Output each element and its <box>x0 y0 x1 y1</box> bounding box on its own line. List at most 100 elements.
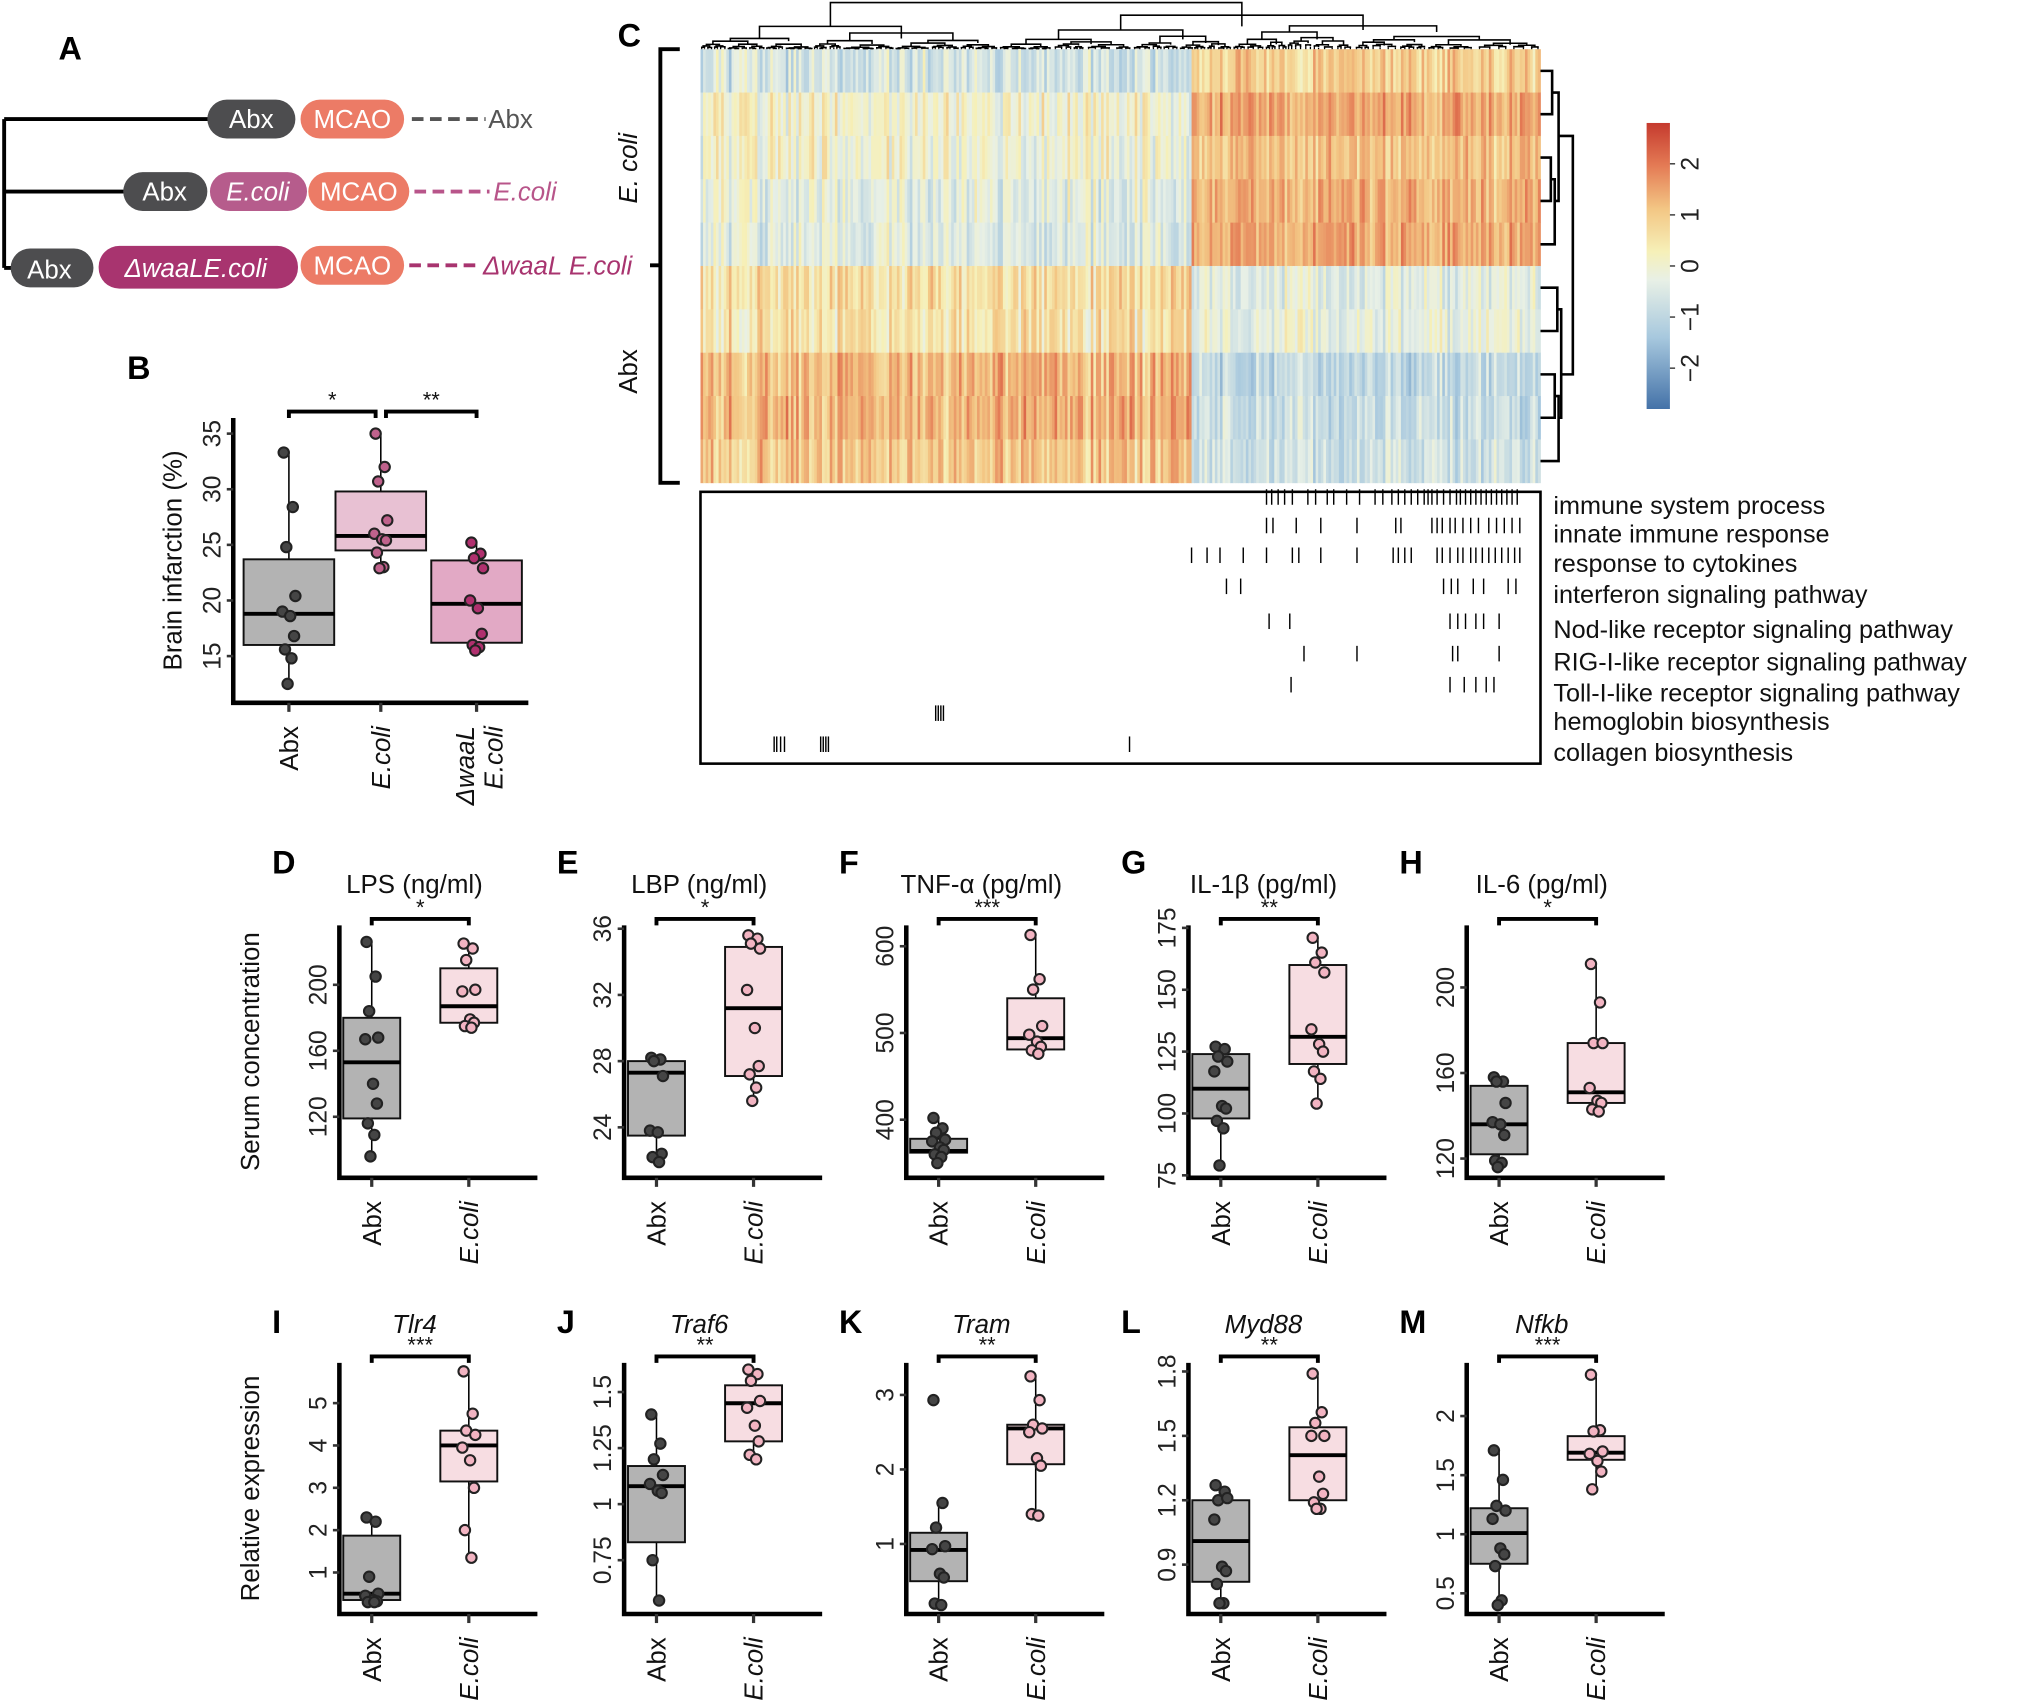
heatmap-cell <box>1284 135 1288 180</box>
heatmap-cell <box>1434 309 1438 354</box>
heatmap-cell <box>1527 265 1531 310</box>
heatmap-cell <box>1359 352 1363 397</box>
heatmap-cell <box>1243 439 1247 484</box>
heatmap-cell <box>1382 265 1386 310</box>
heatmap-cell <box>1240 309 1244 354</box>
heatmap-cell <box>1033 309 1037 354</box>
heatmap-cell <box>1413 265 1417 310</box>
heatmap-cell <box>840 49 844 93</box>
heatmap-cell <box>1537 309 1541 354</box>
heatmap-cell <box>1416 222 1420 267</box>
heatmap-cell <box>958 135 962 180</box>
heatmap-cell <box>1266 265 1270 310</box>
heatmap-cell <box>1323 222 1327 267</box>
heatmap-cell <box>1077 396 1081 440</box>
heatmap-cell <box>920 309 924 354</box>
heatmap-cell <box>961 135 965 180</box>
heatmap-cell <box>868 439 872 484</box>
heatmap-cell <box>883 179 887 224</box>
heatmap-cell <box>1258 135 1262 180</box>
heatmap-cell <box>1532 352 1536 397</box>
heatmap-cell <box>1424 439 1428 484</box>
heatmap-cell <box>951 352 955 397</box>
heatmap-cell <box>772 179 776 224</box>
heatmap-cell <box>894 396 898 440</box>
heatmap-cell <box>1483 179 1487 224</box>
heatmap-cell <box>1527 222 1531 267</box>
y-tick-label: 1.8 <box>1154 1354 1181 1388</box>
heatmap-cell <box>783 352 787 397</box>
heatmap-cell <box>969 179 973 224</box>
heatmap-cell <box>1263 179 1267 224</box>
heatmap-cell <box>837 396 841 440</box>
data-point <box>475 627 488 641</box>
heatmap-cell <box>728 439 732 484</box>
heatmap-cell <box>1044 352 1048 397</box>
panel-title: LBP (ng/ml) <box>631 871 767 899</box>
heatmap-cell <box>1085 309 1089 354</box>
heatmap-cell <box>806 265 810 310</box>
heatmap-cell <box>889 179 893 224</box>
heatmap-cell <box>1023 222 1027 267</box>
heatmap-cell <box>1483 135 1487 180</box>
heatmap-cell <box>1036 222 1040 267</box>
heatmap-cell <box>1320 135 1324 180</box>
heatmap-cell <box>1181 135 1185 180</box>
heatmap-cell <box>873 135 877 180</box>
heatmap-cell <box>1444 439 1448 484</box>
heatmap-cell <box>765 265 769 310</box>
data-point <box>1211 1050 1225 1063</box>
heatmap-cell <box>1253 352 1257 397</box>
heatmap-cell <box>832 352 836 397</box>
heatmap-cell <box>989 49 993 93</box>
annotation-term-label: collagen biosynthesis <box>1553 739 1793 767</box>
heatmap-cell <box>1439 439 1443 484</box>
dendrogram-branch <box>1447 39 1511 45</box>
heatmap-cell <box>1380 135 1384 180</box>
heatmap-cell <box>1098 396 1102 440</box>
heatmap-cell <box>1475 439 1479 484</box>
heatmap-cell <box>824 222 828 267</box>
heatmap-cell <box>741 396 745 440</box>
heatmap-cell <box>1227 179 1231 224</box>
heatmap-cell <box>1406 396 1410 440</box>
significance-label: ** <box>696 1333 714 1358</box>
heatmap-cell <box>1119 309 1123 354</box>
heatmap-cell <box>1284 309 1288 354</box>
heatmap-cell <box>1408 352 1412 397</box>
heatmap-cell <box>1039 439 1043 484</box>
heatmap-cell <box>891 222 895 267</box>
heatmap-cell <box>840 396 844 440</box>
heatmap-cell <box>1033 49 1037 93</box>
heatmap-cell <box>881 352 885 397</box>
heatmap-cell <box>705 396 709 440</box>
heatmap-cell <box>1462 92 1466 137</box>
heatmap-cell <box>1165 439 1169 484</box>
heatmap-cell <box>1207 222 1211 267</box>
heatmap-cell <box>1504 179 1508 224</box>
heatmap-cell <box>1219 352 1223 397</box>
heatmap-cell <box>1204 265 1208 310</box>
heatmap-cell <box>739 135 743 180</box>
heatmap-cell <box>1225 396 1229 440</box>
heatmap-cell <box>845 49 849 93</box>
heatmap-cell <box>741 265 745 310</box>
heatmap-cell <box>943 439 947 484</box>
y-tick-label: 3 <box>872 1388 899 1402</box>
heatmap-cell <box>1165 179 1169 224</box>
data-point <box>278 643 292 656</box>
heatmap-cell <box>1230 135 1234 180</box>
heatmap-cell <box>1163 92 1167 137</box>
heatmap-cell <box>744 49 748 93</box>
heatmap-cell <box>1181 265 1185 310</box>
heatmap-cell <box>1266 179 1270 224</box>
heatmap-cell <box>1380 49 1384 93</box>
heatmap-cell <box>989 396 993 440</box>
heatmap-cell <box>827 439 831 484</box>
heatmap-cell <box>1049 265 1053 310</box>
heatmap-cell <box>1041 352 1045 397</box>
data-point <box>283 609 297 623</box>
heatmap-cell <box>1165 222 1169 267</box>
heatmap-cell <box>1400 396 1404 440</box>
heatmap-cell <box>1524 265 1528 310</box>
